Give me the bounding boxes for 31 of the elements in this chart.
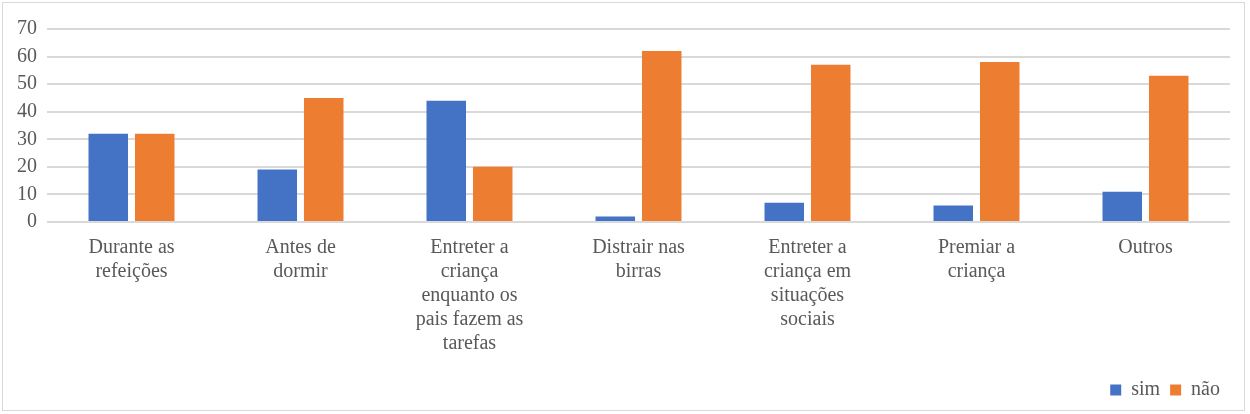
x-tick-label: Distrair nas birras bbox=[592, 235, 686, 282]
bar bbox=[303, 97, 344, 221]
x-tick-label: Premiar a criança bbox=[937, 235, 1016, 283]
bar bbox=[810, 64, 851, 221]
bar bbox=[472, 166, 513, 221]
bar bbox=[134, 133, 175, 221]
bar bbox=[979, 62, 1020, 221]
bar bbox=[1148, 75, 1189, 221]
y-tick-label: 30 bbox=[17, 126, 37, 149]
x-tick-label: Entreter a criança em situações sociais bbox=[763, 235, 852, 330]
bar bbox=[257, 169, 298, 221]
y-tick-label: 0 bbox=[27, 209, 37, 232]
x-tick-label: Entreter a criança enquanto os pais fazem as tarefas bbox=[415, 235, 524, 354]
bar bbox=[764, 202, 805, 221]
bar bbox=[88, 133, 129, 221]
bar bbox=[595, 216, 636, 221]
bar bbox=[426, 100, 467, 221]
legend-label: não bbox=[1191, 377, 1221, 400]
y-tick-label: 50 bbox=[17, 71, 37, 94]
y-tick-label: 60 bbox=[17, 43, 37, 66]
y-tick-label: 70 bbox=[17, 16, 37, 39]
bar bbox=[1102, 191, 1143, 221]
y-tick-label: 20 bbox=[17, 154, 37, 177]
bar bbox=[641, 51, 682, 221]
x-tick-label: Durante as refeições bbox=[88, 235, 175, 283]
y-tick-label: 40 bbox=[17, 98, 37, 121]
x-tick-label: Antes de dormir bbox=[265, 235, 336, 282]
x-tick-label: Outros bbox=[1118, 235, 1173, 258]
y-tick-label: 10 bbox=[17, 181, 37, 204]
legend-label: sim bbox=[1131, 377, 1161, 400]
bar bbox=[933, 205, 974, 221]
